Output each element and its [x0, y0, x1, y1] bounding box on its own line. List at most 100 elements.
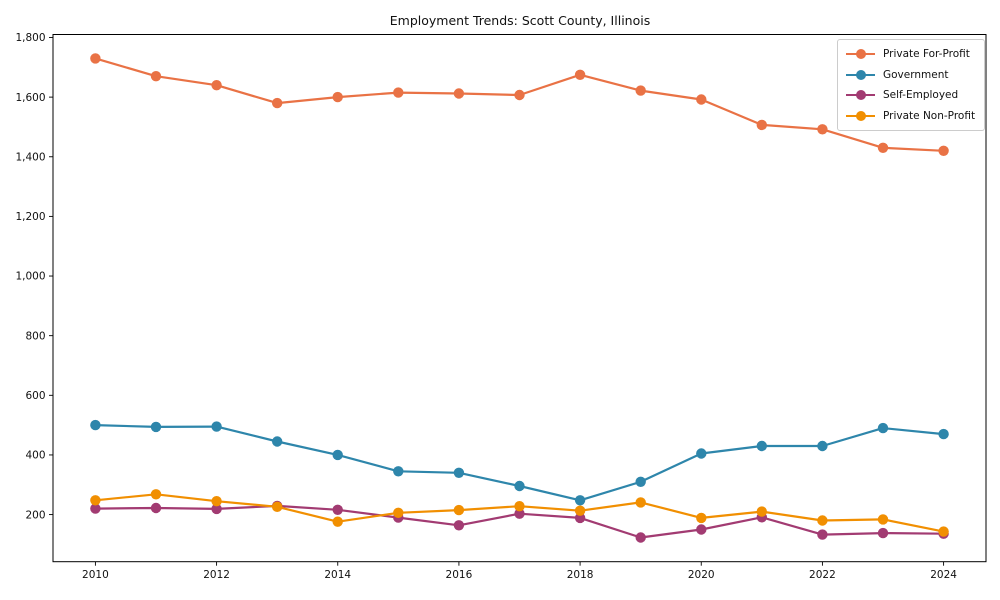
data-point-marker	[574, 69, 586, 81]
data-point-marker	[393, 466, 404, 477]
x-tick-label: 2010	[82, 569, 109, 581]
data-point-marker	[514, 480, 525, 492]
data-point-marker	[332, 91, 343, 103]
data-point-marker	[635, 497, 646, 508]
data-point-marker	[938, 526, 949, 537]
data-point-marker	[393, 507, 404, 518]
data-point-marker	[756, 506, 767, 517]
legend-entry-private-non-profit: Private Non-Profit	[846, 106, 975, 127]
data-point-marker	[90, 495, 101, 506]
data-point-marker	[272, 97, 283, 109]
legend-entry-self-employed: Self-Employed	[846, 85, 975, 106]
legend-dot-sample	[855, 110, 866, 121]
data-point-marker	[332, 516, 343, 527]
plot-area	[52, 34, 987, 563]
data-point-marker	[514, 508, 525, 519]
x-axis: 2010 2012 2014 2016 2018 2020 2022 2024	[82, 561, 957, 581]
data-point-marker	[514, 501, 525, 512]
data-point-marker	[817, 124, 828, 135]
data-point-marker	[514, 89, 525, 101]
data-point-marker	[756, 440, 767, 452]
data-point-marker	[272, 501, 283, 512]
data-point-marker	[211, 503, 222, 515]
data-point-marker	[272, 436, 283, 447]
data-point-marker	[211, 80, 222, 91]
x-tick-label: 2014	[324, 569, 351, 581]
data-point-marker	[453, 88, 465, 99]
legend-dot-sample	[855, 90, 866, 101]
data-point-marker	[150, 71, 162, 82]
data-point-marker	[817, 515, 828, 526]
legend-marker-self-employed	[846, 90, 875, 101]
data-point-marker	[696, 524, 707, 535]
legend-dot-sample	[855, 49, 866, 60]
data-point-marker	[90, 503, 101, 514]
series-government	[90, 419, 949, 506]
series-private-for-profit	[90, 53, 949, 156]
x-tick-label: 2018	[567, 569, 594, 581]
y-tick-label: 1,800	[15, 32, 45, 44]
legend-entry-private-for-profit: Private For-Profit	[846, 44, 975, 65]
data-point-marker	[635, 532, 646, 543]
legend-marker-private-for-profit	[846, 49, 875, 60]
y-tick-label: 400	[25, 450, 45, 462]
data-point-marker	[817, 529, 828, 540]
data-point-marker	[332, 504, 343, 515]
data-point-marker	[90, 53, 101, 64]
data-point-marker	[938, 145, 949, 156]
x-tick-label: 2016	[446, 569, 473, 581]
legend-label: Private For-Profit	[883, 48, 970, 61]
data-point-marker	[635, 476, 646, 487]
data-point-marker	[453, 520, 465, 531]
y-axis: 200 400 600 800 1,000 1,200 1,400 1,600 1,800	[15, 32, 53, 521]
data-point-marker	[817, 440, 828, 452]
legend-dot-sample	[855, 69, 866, 80]
data-point-marker	[332, 449, 343, 461]
x-tick-label: 2012	[203, 569, 230, 581]
data-point-marker	[877, 514, 889, 525]
data-point-marker	[938, 428, 949, 440]
legend-label: Self-Employed	[883, 89, 959, 102]
data-point-marker	[574, 495, 586, 506]
y-tick-label: 1,200	[15, 211, 45, 223]
x-tick-label: 2020	[688, 569, 715, 581]
legend-label: Private Non-Profit	[883, 109, 976, 122]
legend: Private For-Profit Government Self-Employe…	[837, 39, 986, 131]
y-tick-label: 800	[25, 330, 45, 342]
y-tick-label: 600	[25, 390, 45, 402]
data-point-marker	[877, 527, 889, 539]
data-point-marker	[696, 94, 707, 105]
data-point-marker	[453, 467, 465, 478]
data-point-marker	[90, 419, 101, 431]
data-point-marker	[150, 502, 162, 514]
data-point-marker	[877, 422, 889, 434]
y-tick-label: 1,000	[15, 271, 45, 283]
data-point-marker	[877, 142, 889, 153]
data-point-marker	[393, 87, 404, 98]
x-tick-label: 2024	[930, 569, 957, 581]
x-tick-label: 2022	[809, 569, 836, 581]
data-point-marker	[574, 512, 586, 524]
data-point-marker	[453, 504, 465, 516]
legend-marker-private-non-profit	[846, 110, 875, 121]
series-private-non-profit	[90, 489, 949, 537]
data-point-marker	[696, 448, 707, 459]
chart-title: Employment Trends: Scott County, Illinoi…	[389, 13, 651, 28]
data-point-marker	[756, 119, 767, 131]
y-tick-label: 1,600	[15, 92, 45, 104]
data-point-marker	[574, 505, 586, 516]
legend-entry-government: Government	[846, 65, 975, 86]
y-tick-label: 1,400	[15, 151, 45, 163]
data-point-marker	[635, 85, 646, 96]
legend-label: Government	[883, 68, 949, 81]
y-tick-label: 200	[25, 509, 45, 521]
series-self-employed	[90, 500, 949, 543]
series-line	[95, 57, 944, 152]
data-point-marker	[150, 489, 162, 500]
data-point-marker	[211, 421, 222, 432]
data-point-marker	[150, 421, 162, 433]
data-point-marker	[696, 512, 707, 524]
data-point-marker	[211, 496, 222, 507]
